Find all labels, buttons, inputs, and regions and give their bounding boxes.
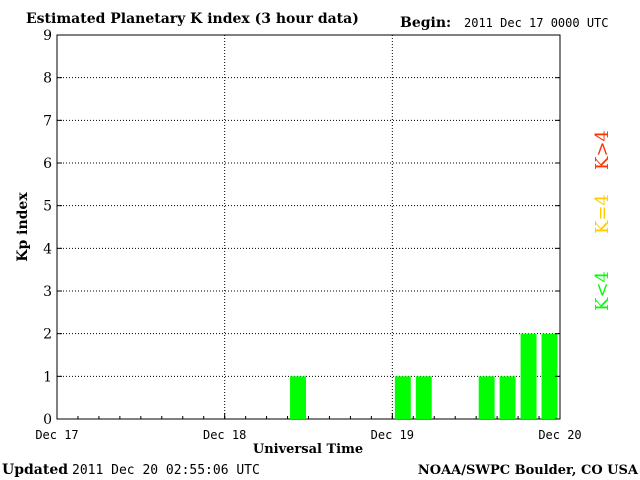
y-tick-label: 2 xyxy=(43,327,52,343)
updated-value: 2011 Dec 20 02:55:06 UTC xyxy=(72,463,260,478)
begin-value: 2011 Dec 17 0000 UTC xyxy=(464,16,609,30)
kp-bar xyxy=(394,376,411,419)
source-credit: NOAA/SWPC Boulder, CO USA xyxy=(418,463,639,478)
grid-lines xyxy=(57,35,560,419)
x-ticks: Dec 17 Dec 18 Dec 19 Dec 20 xyxy=(35,413,582,442)
x-tick-label: Dec 20 xyxy=(538,428,581,442)
legend-k-high: K>4 xyxy=(592,130,613,170)
x-tick-label: Dec 17 xyxy=(35,428,78,442)
kp-bar xyxy=(478,376,495,419)
y-tick-label: 6 xyxy=(43,156,52,172)
chart-title: Estimated Planetary K index (3 hour data… xyxy=(26,11,359,27)
kp-bar xyxy=(541,333,558,419)
y-tick-label: 4 xyxy=(43,241,52,257)
legend-k-low: K<4 xyxy=(592,271,613,311)
plot-frame xyxy=(56,34,561,420)
legend-k-mid: K=4 xyxy=(592,194,613,234)
kp-bar xyxy=(290,376,306,419)
y-tick-label: 3 xyxy=(43,284,52,300)
y-axis-label: Kp index xyxy=(15,192,31,262)
bar-series xyxy=(290,333,558,419)
x-tick-label: Dec 18 xyxy=(203,428,246,442)
y-tick-label: 8 xyxy=(43,71,52,87)
x-axis-label: Universal Time xyxy=(253,442,363,457)
y-ticks: 0 1 2 3 4 5 6 7 8 9 xyxy=(43,28,560,428)
kp-bar xyxy=(499,376,516,419)
y-tick-label: 9 xyxy=(43,28,52,44)
y-tick-label: 0 xyxy=(43,412,52,428)
y-tick-label: 7 xyxy=(43,113,52,129)
y-tick-label: 1 xyxy=(43,369,52,385)
begin-label: Begin: xyxy=(400,15,451,31)
updated-label: Updated xyxy=(2,462,68,478)
kp-bar xyxy=(415,376,432,419)
kp-bar xyxy=(520,333,537,419)
y-tick-label: 5 xyxy=(43,199,52,215)
x-tick-label: Dec 19 xyxy=(371,428,414,442)
